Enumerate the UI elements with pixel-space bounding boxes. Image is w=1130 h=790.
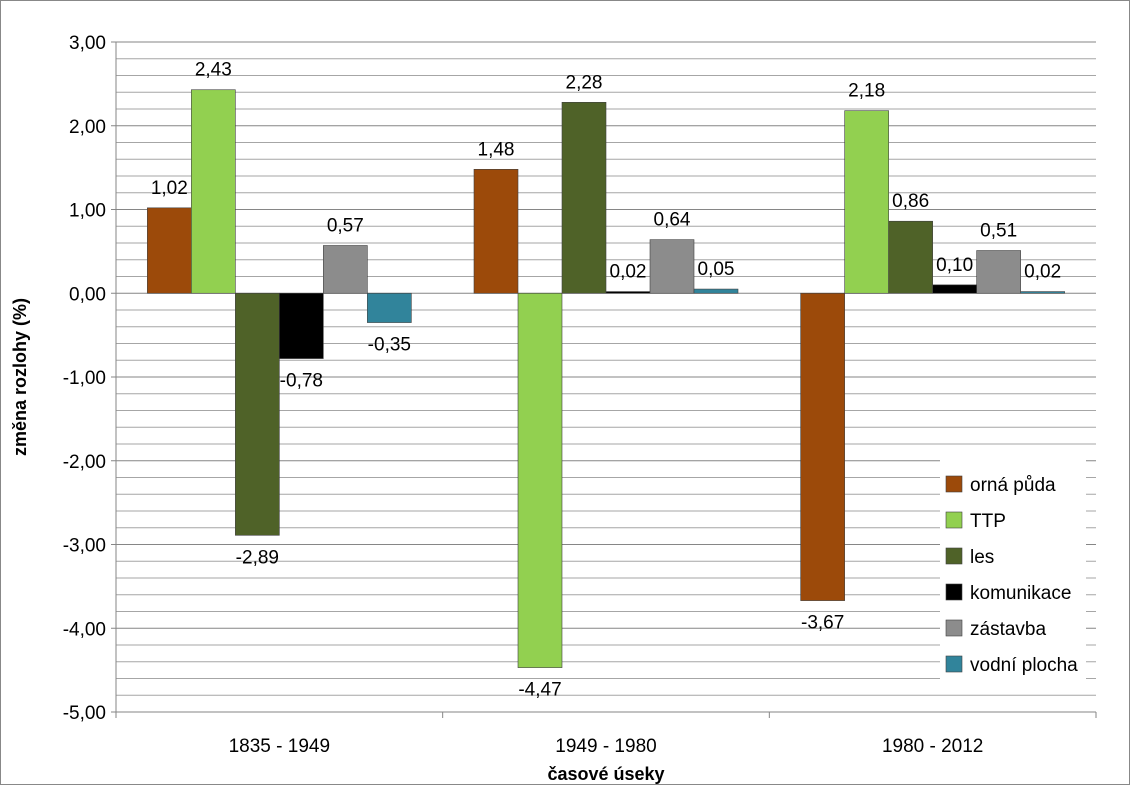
legend-swatch bbox=[945, 475, 963, 493]
data-label: 2,43 bbox=[195, 60, 232, 81]
y-axis-title: změna rozlohy (%) bbox=[10, 298, 30, 456]
bar bbox=[649, 239, 695, 294]
x-axis-title: časové úseky bbox=[547, 764, 664, 784]
legend-swatch bbox=[945, 547, 963, 565]
bar bbox=[844, 110, 889, 294]
legend-entry: les bbox=[970, 547, 994, 568]
legend-swatch bbox=[945, 511, 963, 529]
legend-entry: komunikace bbox=[970, 583, 1071, 604]
y-tick-label: -1,00 bbox=[63, 368, 106, 389]
data-label: 0,57 bbox=[327, 216, 364, 237]
data-label: 2,18 bbox=[848, 81, 885, 102]
data-label: 0,02 bbox=[1024, 262, 1061, 283]
bar bbox=[1020, 291, 1065, 294]
y-tick-label: -2,00 bbox=[63, 452, 106, 473]
y-tick-label: 1,00 bbox=[69, 201, 106, 222]
x-tick-label: 1835 - 1949 bbox=[229, 736, 330, 757]
bar bbox=[147, 207, 192, 294]
bar bbox=[932, 284, 977, 294]
y-tick-label: -4,00 bbox=[63, 619, 106, 640]
data-label: 1,02 bbox=[151, 178, 188, 199]
bar bbox=[517, 292, 563, 668]
data-label: 0,51 bbox=[980, 221, 1017, 242]
legend-swatch bbox=[945, 583, 963, 601]
bar bbox=[323, 245, 368, 294]
data-label: 1,48 bbox=[478, 139, 515, 160]
data-labels: 1,02 1,48 -3,67 2,43 -4,47 2,18 -2,89 2,28 0,86 -… bbox=[151, 60, 1061, 701]
data-label: -0,78 bbox=[280, 371, 323, 392]
bar bbox=[800, 292, 845, 601]
data-label: 2,28 bbox=[566, 72, 603, 93]
data-label: 0,64 bbox=[654, 210, 691, 231]
bar bbox=[367, 292, 412, 323]
legend-swatch bbox=[945, 619, 963, 637]
bar bbox=[888, 220, 933, 294]
data-label: -4,47 bbox=[518, 680, 561, 701]
bar bbox=[561, 102, 607, 294]
data-label: -2,89 bbox=[236, 547, 279, 568]
legend-box bbox=[940, 460, 1086, 686]
y-tick-label: 0,00 bbox=[69, 284, 106, 305]
bars bbox=[147, 89, 1065, 668]
legend: orná půda TTP les komunikace zástavba vodní p… bbox=[940, 460, 1086, 686]
legend-entry: zástavba bbox=[970, 619, 1046, 640]
bar bbox=[605, 291, 651, 294]
bar bbox=[279, 292, 324, 359]
data-label: -3,67 bbox=[801, 613, 844, 634]
x-tick-label: 1949 - 1980 bbox=[555, 736, 656, 757]
bar bbox=[976, 250, 1021, 294]
bar bbox=[693, 288, 739, 294]
legend-entry: TTP bbox=[970, 511, 1006, 532]
y-tick-label: -3,00 bbox=[63, 536, 106, 557]
x-tick-label: 1980 - 2012 bbox=[882, 736, 983, 757]
y-tick-label: 3,00 bbox=[69, 33, 106, 54]
y-tick-label: 2,00 bbox=[69, 117, 106, 138]
legend-entry: orná půda bbox=[970, 475, 1056, 496]
legend-entry: vodní plocha bbox=[970, 655, 1078, 676]
data-label: 0,10 bbox=[936, 255, 973, 276]
data-label: 0,02 bbox=[610, 262, 647, 283]
axes: 3,00 2,00 1,00 0,00 -1,00 -2,00 -3,00 -4,00 -5,0… bbox=[63, 33, 1097, 757]
bar bbox=[235, 292, 280, 536]
legend-swatch bbox=[945, 655, 963, 673]
data-label: 0,86 bbox=[892, 191, 929, 212]
y-tick-label: -5,00 bbox=[63, 703, 106, 724]
data-label: -0,35 bbox=[368, 335, 411, 356]
bar bbox=[191, 89, 236, 294]
data-label: 0,05 bbox=[698, 259, 735, 280]
bar bbox=[473, 169, 519, 294]
